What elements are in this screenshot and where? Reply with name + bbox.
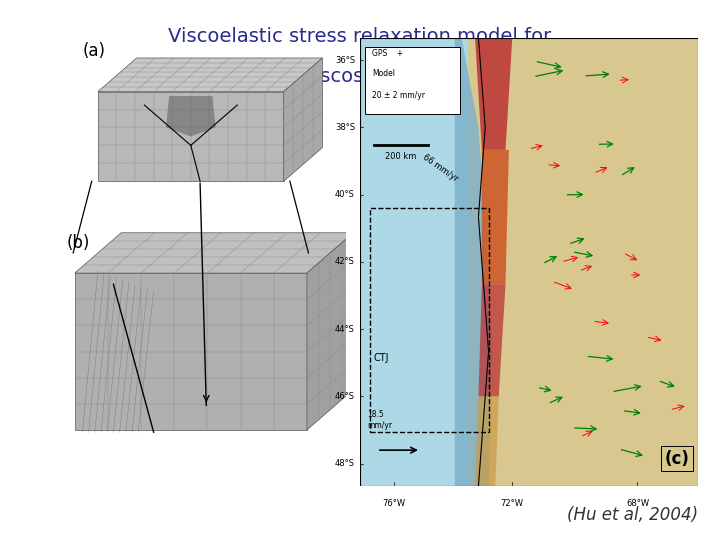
Polygon shape [98,58,323,92]
Text: 46°S: 46°S [335,392,355,401]
Text: 40°S: 40°S [335,190,355,199]
Text: 72°W: 72°W [501,500,523,509]
Polygon shape [478,284,505,396]
Text: 19: 19 [438,62,456,76]
Bar [370,208,489,432]
Text: Chile, viscosity 2.5 × 10: Chile, viscosity 2.5 × 10 [242,68,478,86]
Text: 18.5
mm/yr: 18.5 mm/yr [366,410,392,430]
Text: 42°S: 42°S [335,258,355,266]
Polygon shape [468,38,698,486]
Text: 76°W: 76°W [382,500,405,509]
Polygon shape [75,273,307,430]
Text: 38°S: 38°S [335,123,355,132]
Text: 68°W: 68°W [626,500,649,509]
Polygon shape [166,96,215,137]
Text: 66 mm/yr: 66 mm/yr [421,152,459,183]
Text: (b): (b) [67,234,90,253]
FancyBboxPatch shape [365,47,460,114]
Text: (a): (a) [82,42,105,60]
Polygon shape [455,38,492,486]
Polygon shape [360,38,468,486]
Text: 48°S: 48°S [335,459,355,468]
Text: 36°S: 36°S [335,56,355,65]
Text: (Hu et al, 2004): (Hu et al, 2004) [567,506,698,524]
Polygon shape [475,38,513,150]
Polygon shape [284,58,323,181]
Polygon shape [475,396,499,486]
Text: 44°S: 44°S [335,325,355,334]
Text: (c): (c) [665,450,690,468]
Text: Pa s: Pa s [459,68,505,86]
Polygon shape [307,233,354,430]
Text: Viscoelastic stress relaxation model for: Viscoelastic stress relaxation model for [168,27,552,46]
Text: GPS    +: GPS + [372,49,403,58]
Text: 200 km: 200 km [385,152,416,161]
Text: Model: Model [372,69,395,78]
Polygon shape [98,92,284,181]
Text: 20 ± 2 mm/yr: 20 ± 2 mm/yr [372,91,425,100]
Polygon shape [75,233,354,273]
Polygon shape [482,150,509,284]
Text: CTJ: CTJ [374,353,389,362]
